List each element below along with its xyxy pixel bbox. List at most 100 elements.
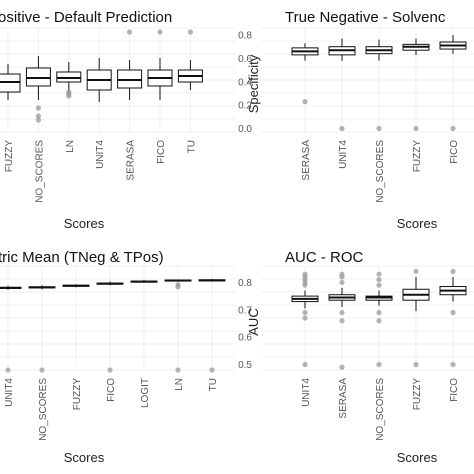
y-tick-label: 0.2 [238,101,252,112]
box-UNIT4 [291,271,319,368]
y-tick-label: 0.4 [238,77,252,88]
y-axis-label: Specificity [246,54,261,113]
category-label: TU [208,378,219,391]
outlier-point [376,125,382,132]
category-label: NO_SCORES [375,140,386,203]
y-axis-label: AUC [246,308,261,335]
category-label: FICO [449,378,460,402]
box-LN [164,279,192,373]
box-TU [177,29,203,90]
category-label: SERASA [338,378,349,419]
box-NO_SCORES [25,56,51,123]
outlier-point [39,367,45,373]
outlier-point [450,309,456,316]
category-label: LN [174,378,185,391]
category-label: UNIT4 [301,378,312,407]
outlier-point [302,282,308,288]
outlier-point [450,268,456,275]
outlier-point [127,29,133,35]
category-label: SERASA [126,140,137,181]
outlier-point [376,282,382,288]
box-LN [56,62,82,99]
outlier-point [376,271,382,277]
outlier-point [157,29,163,35]
box-LOGIT [130,280,158,283]
category-label: FUZZY [72,378,83,411]
outlier-point [5,367,11,373]
category-label: FUZZY [412,378,423,411]
chart-title: tric Mean (TNeg & TPos) [0,249,164,266]
box-SERASA [328,271,356,370]
outlier-point [339,318,345,324]
x-axis-label: Scores [397,216,438,231]
category-label: SERASA [301,140,312,181]
chart-title: True Negative - Solvenc [285,9,446,26]
x-axis-label: Scores [64,216,105,231]
chart-title: AUC - ROC [285,249,364,266]
outlier-point [450,361,456,368]
box-NO_SCORES [365,271,393,368]
category-label: FUZZY [412,140,423,173]
outlier-point [339,364,345,370]
outlier-point [66,93,72,99]
category-label: NO_SCORES [38,378,49,441]
outlier-point [413,268,419,275]
outlier-point [175,284,181,290]
chart-panel-4: AUC - ROC 0.5 0.6 0.7 0.8 AUC UNIT4 SERASA NO_SC… [238,249,474,465]
outlier-point [376,309,382,316]
category-label: LOGIT [140,378,151,408]
chart-panel-1: ositive - Default Prediction FUZZY NO_SCOR… [0,9,236,231]
box-FICO [147,29,173,100]
category-label: LN [65,140,76,153]
category-label: UNIT4 [4,378,15,407]
box-SERASA [291,43,319,105]
outlier-point [339,125,345,132]
outlier-point [175,367,181,373]
chart-title: ositive - Default Prediction [0,9,172,26]
outlier-point [413,361,419,368]
x-axis-label: Scores [397,450,438,465]
category-label: NO_SCORES [34,140,45,203]
outlier-point [35,117,42,123]
category-label: FICO [106,378,117,402]
box-UNIT4 [328,38,356,132]
box-FUZZY [0,64,21,100]
outlier-point [302,315,308,321]
outlier-point [35,113,42,119]
category-label: TU [186,140,197,153]
box-FUZZY [402,268,430,368]
outlier-point [302,361,308,368]
chart-panel-3: tric Mean (TNeg & TPos) UNIT4 NO_SCORES FUZ… [0,249,236,465]
box-SERASA [117,29,143,100]
outlier-point [107,367,113,373]
y-tick-label: 0.0 [238,124,252,135]
outlier-point [376,361,382,368]
box-UNIT4 [86,58,112,102]
box-NO_SCORES [28,285,56,373]
outlier-point [339,274,345,280]
outlier-point [339,279,345,286]
y-tick-label: 0.8 [238,31,252,42]
box-FICO [439,35,467,132]
y-tick-label: 0.5 [238,360,252,371]
box-FUZZY [62,284,90,288]
category-label: UNIT4 [95,140,106,169]
y-tick-label: 0.6 [238,54,252,65]
box-TU [198,279,226,373]
box-FUZZY [402,38,430,132]
outlier-point [450,125,456,132]
box-FICO [96,281,124,373]
chart-panel-2: True Negative - Solvenc 0.0 0.2 0.4 0.6 0.8 Sp… [238,9,474,231]
category-label: FICO [449,140,460,164]
category-label: UNIT4 [338,140,349,169]
y-tick-label: 0.7 [238,305,252,316]
outlier-point [187,29,193,35]
box-NO_SCORES [365,39,393,132]
y-tick-label: 0.6 [238,333,252,344]
outlier-point [302,309,308,316]
outlier-point [35,105,42,111]
category-label: FICO [156,140,167,164]
outlier-point [376,318,382,324]
box-FICO [439,268,467,368]
